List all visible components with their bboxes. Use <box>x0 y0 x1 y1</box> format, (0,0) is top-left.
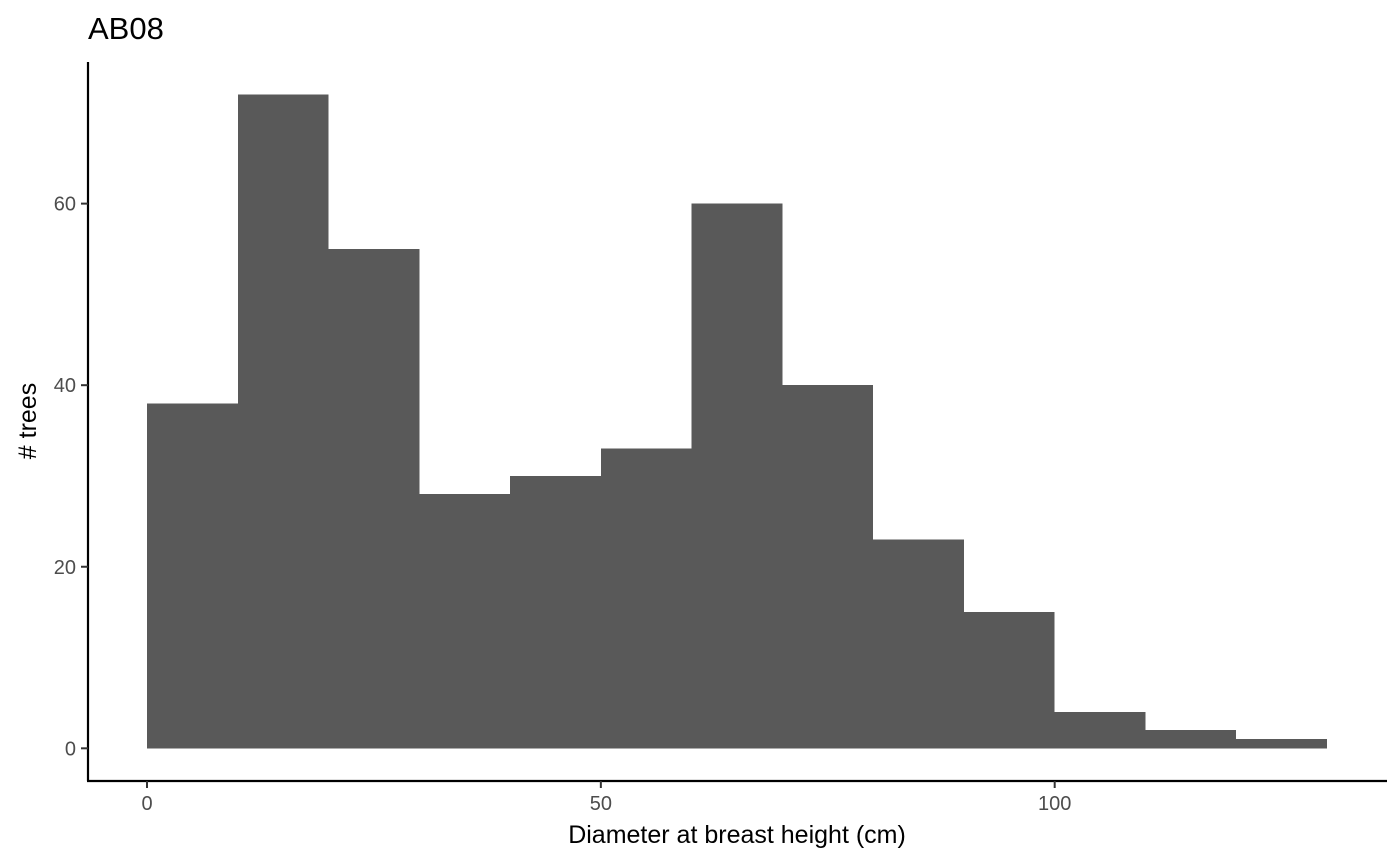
y-tick-label: 20 <box>54 557 76 579</box>
y-ticks-group: 0 20 40 60 <box>54 194 88 760</box>
x-tick-label: 50 <box>590 793 612 815</box>
histogram-bar-3 <box>419 494 511 749</box>
histogram-bar-1 <box>237 94 329 749</box>
histogram-bar-7 <box>782 385 874 749</box>
y-axis-title: # trees <box>14 383 42 459</box>
histogram-bar-11 <box>1145 730 1237 749</box>
y-tick-label: 0 <box>65 738 76 760</box>
histogram-bar-2 <box>328 249 420 749</box>
y-tick-label: 60 <box>54 194 76 216</box>
y-tick-label: 40 <box>54 375 76 397</box>
histogram-bar-5 <box>600 448 692 749</box>
histogram-bar-6 <box>691 203 783 749</box>
histogram-bar-0 <box>147 403 238 749</box>
x-tick-label: 0 <box>141 793 152 815</box>
x-tick-label: 100 <box>1038 793 1071 815</box>
histogram-bar-12 <box>1236 739 1327 749</box>
histogram-bar-4 <box>510 475 601 749</box>
x-ticks-group: 0 50 100 <box>141 781 1071 815</box>
histogram-bar-10 <box>1054 712 1146 749</box>
histogram-bar-8 <box>873 539 964 749</box>
chart-title: AB08 <box>88 11 164 46</box>
x-axis-title: Diameter at breast height (cm) <box>568 821 906 849</box>
bars-group <box>147 94 1327 749</box>
histogram-bar-9 <box>963 612 1055 749</box>
